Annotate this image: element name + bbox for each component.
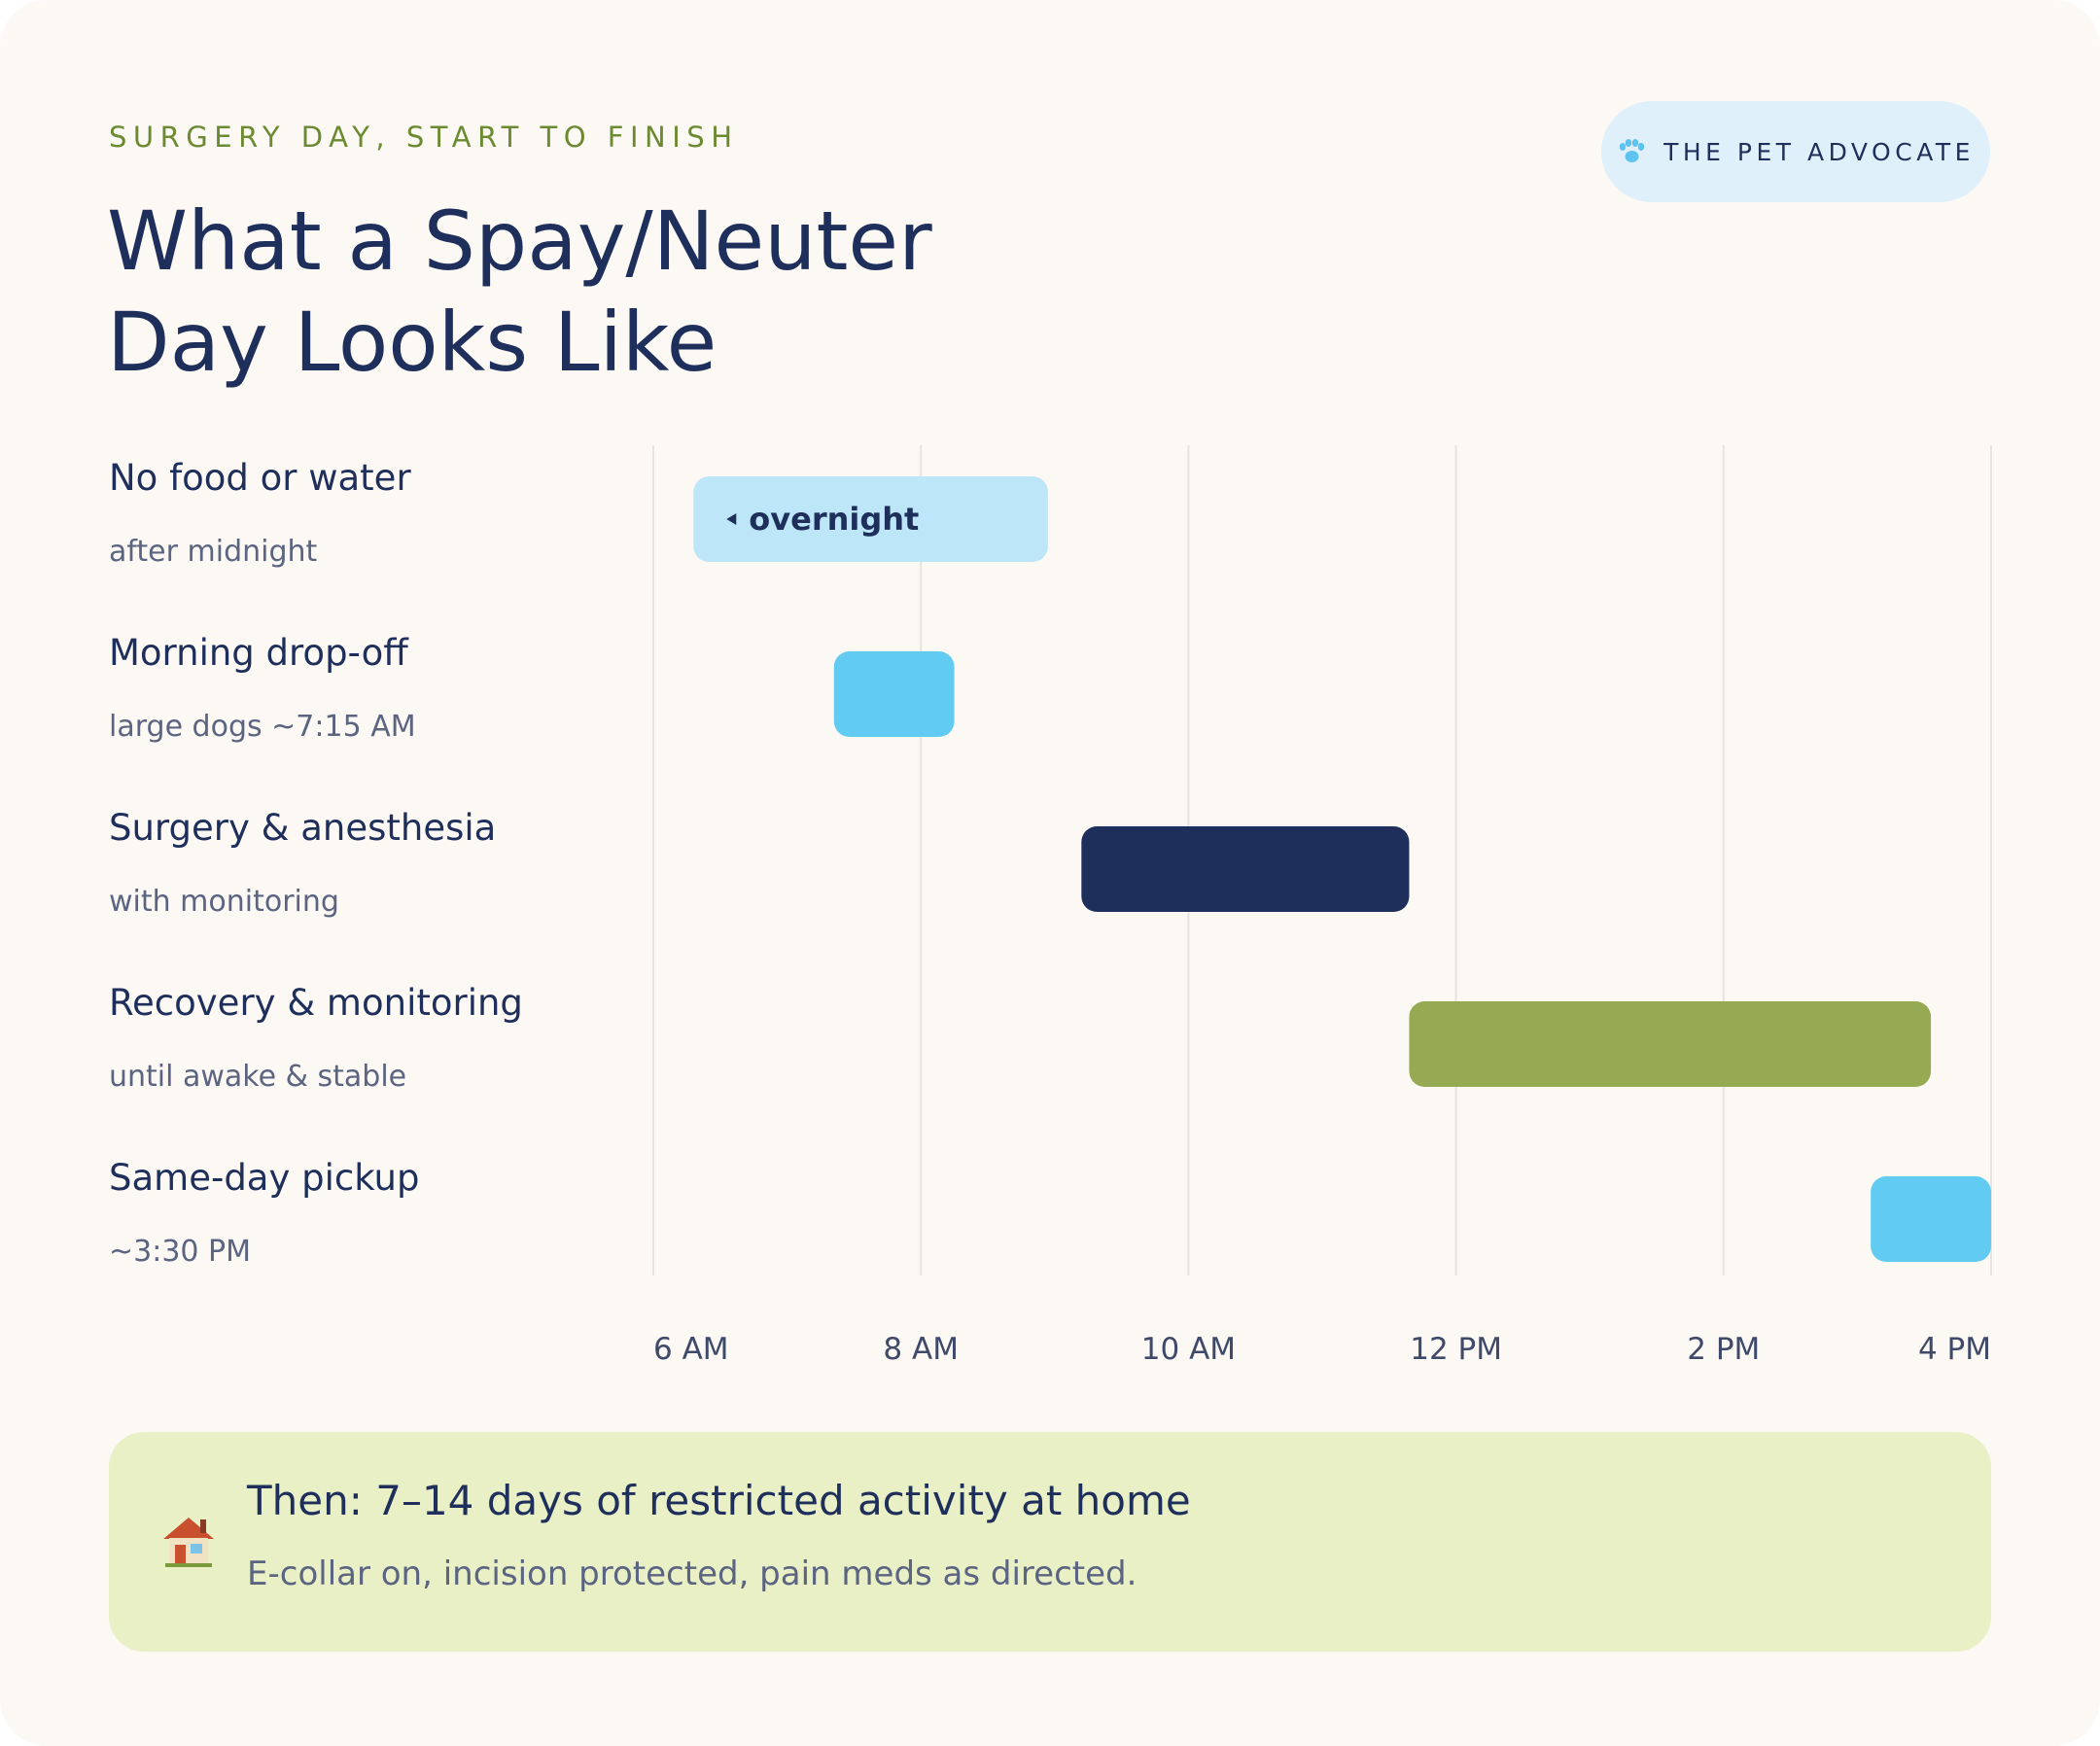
row-label: Surgery & anesthesia <box>109 807 497 849</box>
row-sublabel: large dogs ~7:15 AM <box>109 710 416 744</box>
x-tick-label: 2 PM <box>1687 1332 1761 1367</box>
timeline-bar <box>1871 1176 1991 1262</box>
x-tick-label: 8 AM <box>883 1332 959 1367</box>
arrow-left-icon <box>726 513 737 525</box>
timeline-bar <box>1409 1001 1932 1087</box>
brand-badge: THE PET ADVOCATE <box>1601 101 1990 202</box>
timeline-bar <box>833 651 955 737</box>
page-title: What a Spay/Neuter Day Looks Like <box>107 193 932 390</box>
brand-name: THE PET ADVOCATE <box>1663 137 1975 166</box>
row-sublabel: ~3:30 PM <box>109 1235 252 1269</box>
callout-text: E-collar on, incision protected, pain me… <box>247 1554 1138 1593</box>
bar-label: overnight <box>749 501 919 538</box>
aftercare-callout: Then: 7–14 days of restricted activity a… <box>109 1432 1991 1652</box>
x-tick-label: 6 AM <box>653 1332 729 1367</box>
row-label: Recovery & monitoring <box>109 982 523 1024</box>
x-tick-label: 10 AM <box>1140 1332 1237 1367</box>
x-tick-label: 4 PM <box>1917 1332 1991 1367</box>
callout-title: Then: 7–14 days of restricted activity a… <box>247 1477 1191 1524</box>
timeline-bar <box>693 476 1048 562</box>
timeline-bar <box>1081 826 1410 912</box>
row-label: Same-day pickup <box>109 1157 420 1199</box>
row-label: Morning drop-off <box>109 632 408 674</box>
row-sublabel: with monitoring <box>109 885 339 919</box>
row-sublabel: until awake & stable <box>109 1060 407 1094</box>
row-label: No food or water <box>109 457 411 499</box>
paw-icon <box>1619 139 1645 162</box>
eyebrow-label: SURGERY DAY, START TO FINISH <box>109 121 739 154</box>
row-sublabel: after midnight <box>109 535 318 569</box>
house-icon <box>163 1518 214 1567</box>
x-tick-label: 12 PM <box>1410 1332 1502 1367</box>
